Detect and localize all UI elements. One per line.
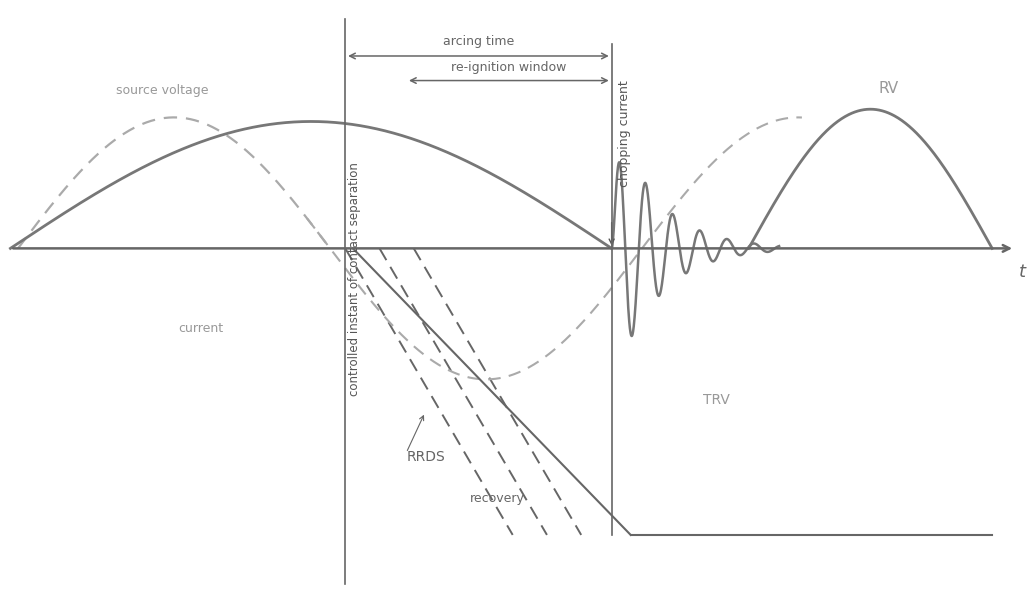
Text: re-ignition window: re-ignition window [451, 61, 566, 74]
Text: chopping current: chopping current [618, 80, 631, 187]
Text: RV: RV [878, 81, 898, 96]
Text: controlled instant of contact separation: controlled instant of contact separation [348, 162, 361, 396]
Text: RRDS: RRDS [406, 450, 445, 464]
Text: TRV: TRV [703, 393, 730, 407]
Text: t: t [1020, 263, 1026, 281]
Text: recovery: recovery [470, 492, 525, 505]
Text: source voltage: source voltage [117, 84, 209, 97]
Text: arcing time: arcing time [443, 35, 514, 48]
Text: current: current [178, 322, 223, 335]
